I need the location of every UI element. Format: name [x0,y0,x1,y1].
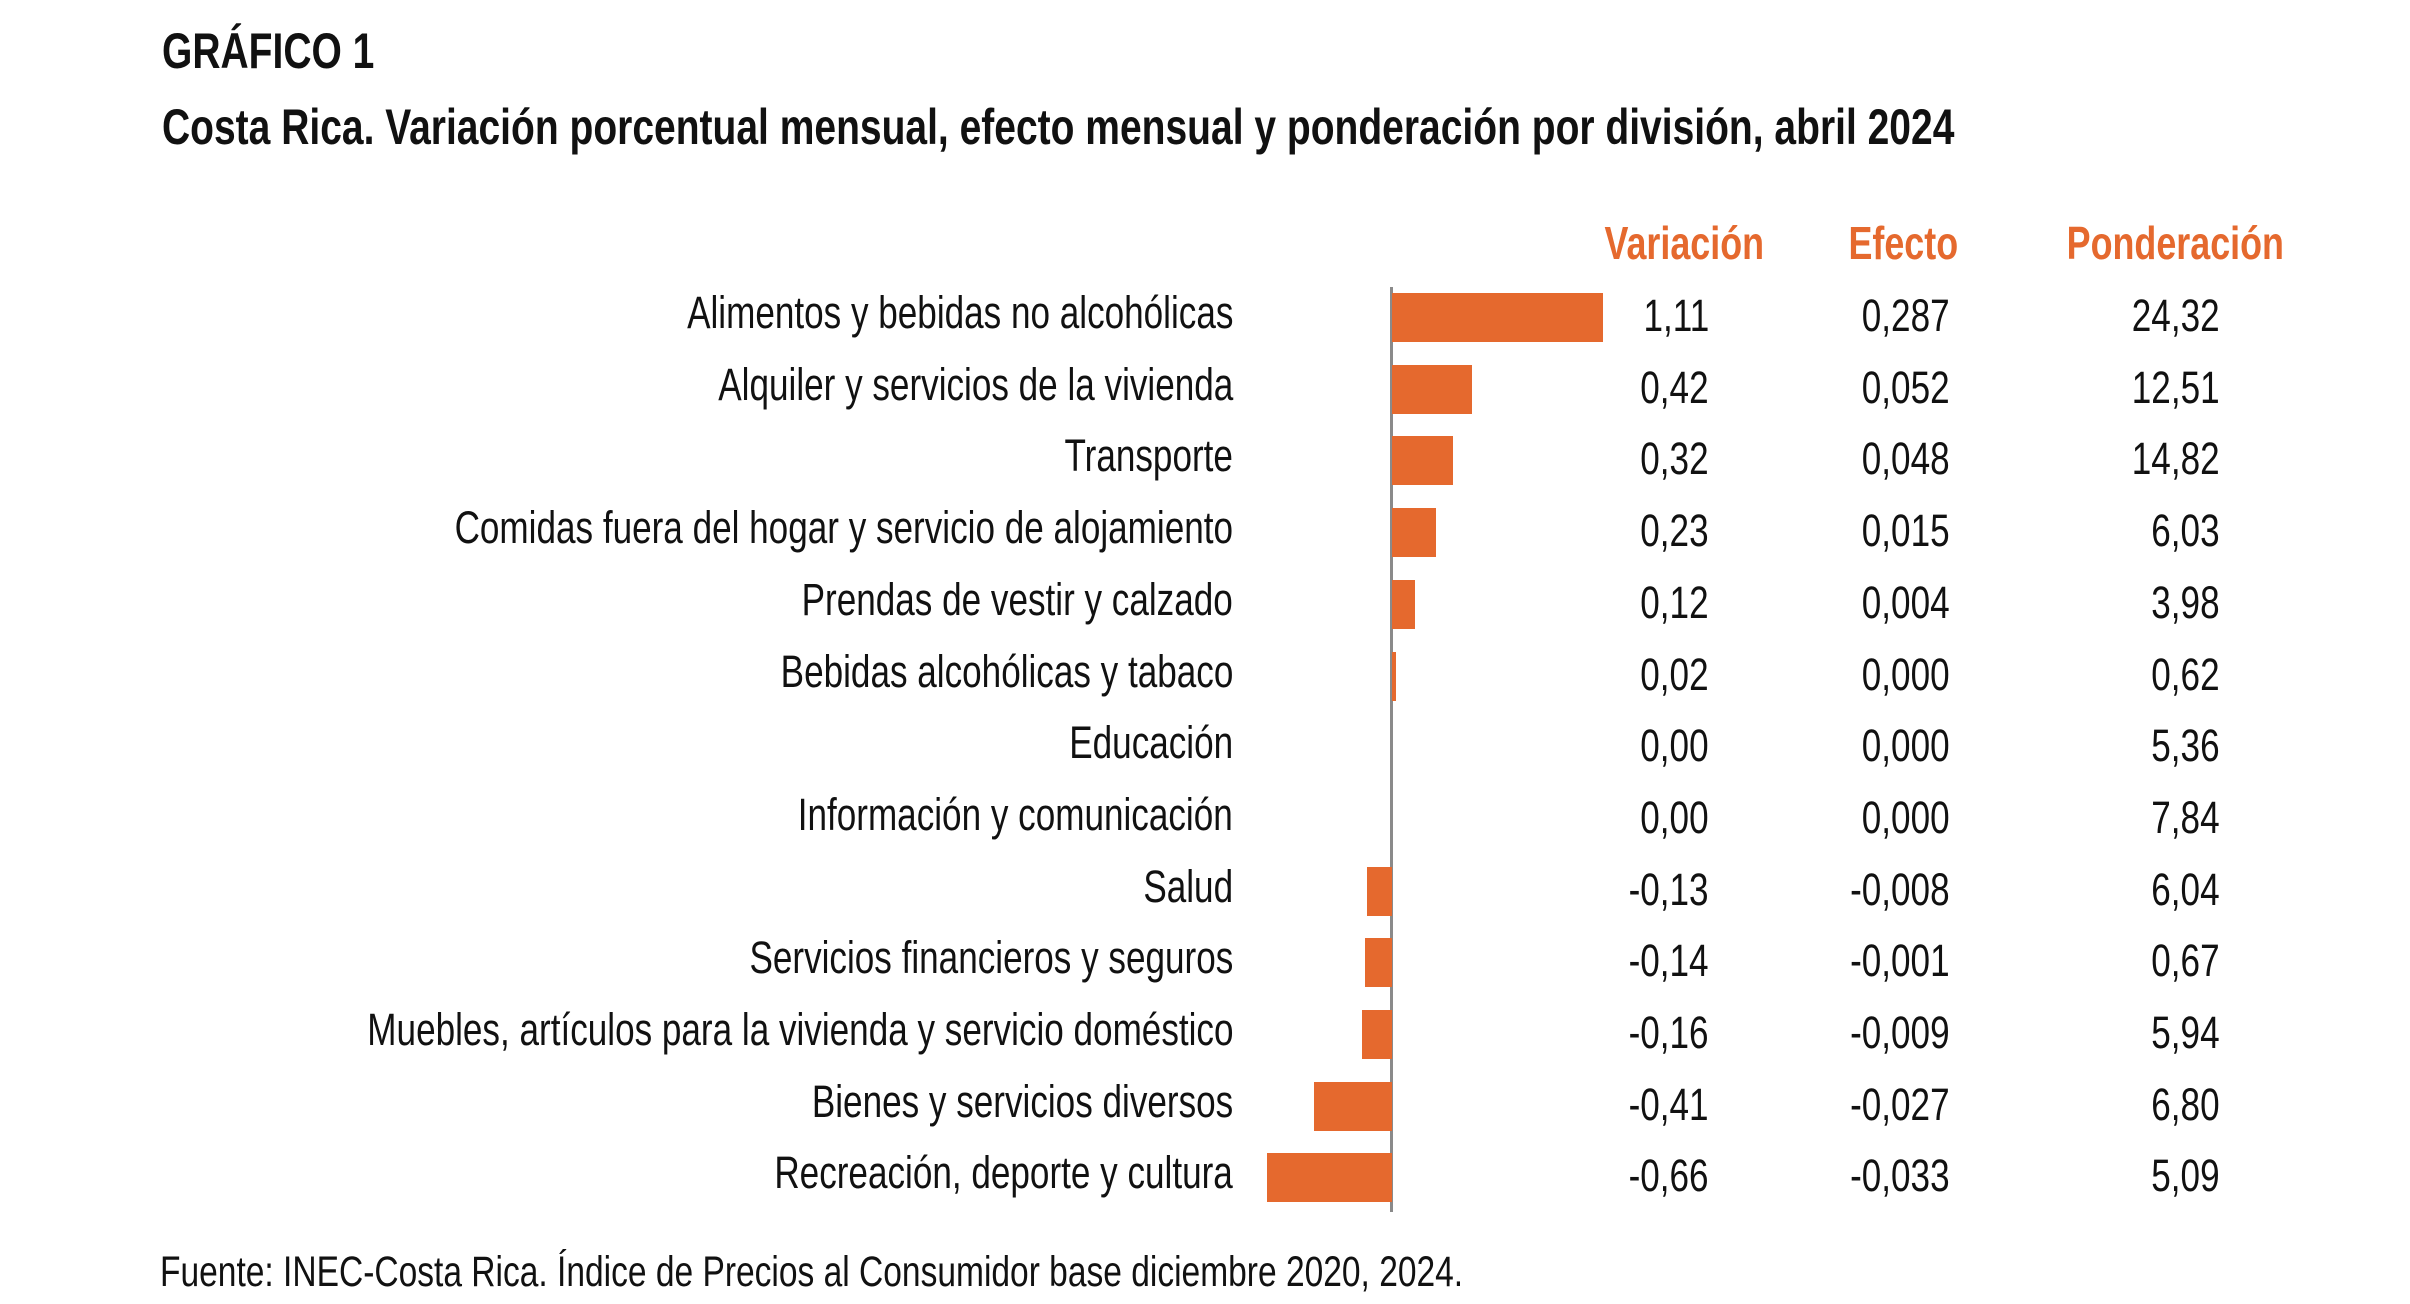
chart-title: Costa Rica. Variación porcentual mensual… [162,99,1955,155]
header-efecto: Efecto [1848,217,1958,269]
source-note: Fuente: INEC-Costa Rica. Índice de Preci… [160,1248,1464,1296]
ponderacion-value: 5,36 [2151,720,2220,772]
ponderacion-value: 5,09 [2151,1150,2220,1202]
bar [1392,579,1415,629]
category-label: Transporte [1064,430,1233,482]
variacion-value: 0,12 [1640,576,1709,628]
efecto-value: -0,033 [1850,1150,1950,1202]
variacion-value: 0,00 [1640,791,1709,843]
variacion-value: -0,41 [1628,1078,1709,1130]
category-label: Salud [1143,860,1233,912]
efecto-value: 0,015 [1862,505,1950,557]
efecto-value: -0,001 [1850,935,1950,987]
ponderacion-value: 14,82 [2132,433,2220,485]
category-label: Prendas de vestir y calzado [801,573,1233,625]
efecto-value: 0,000 [1862,648,1950,700]
category-label: Alimentos y bebidas no alcohólicas [686,287,1233,338]
bar [1392,293,1603,342]
bar [1392,508,1436,558]
bar [1266,1153,1392,1203]
ponderacion-value: 7,84 [2151,791,2220,843]
header-variacion: Variación [1604,217,1764,269]
bar [1392,651,1396,701]
ponderacion-value: 3,98 [2151,576,2220,628]
variacion-value: -0,66 [1628,1150,1709,1202]
bar [1392,436,1453,486]
category-label: Comidas fuera del hogar y servicio de al… [454,502,1233,554]
variacion-value: -0,13 [1628,863,1709,915]
ponderacion-value: 0,67 [2151,935,2220,987]
ponderacion-value: 6,80 [2151,1078,2220,1130]
zero-axis [1390,287,1393,1212]
variacion-value: 1,11 [1643,290,1709,341]
efecto-value: 0,048 [1862,433,1950,485]
ponderacion-value: 24,32 [2132,290,2220,341]
bar [1314,1081,1392,1131]
variacion-value: -0,14 [1628,935,1709,987]
variacion-value: 0,02 [1640,648,1709,700]
ponderacion-value: 5,94 [2151,1007,2220,1058]
efecto-value: -0,009 [1850,1007,1950,1058]
efecto-value: 0,287 [1862,290,1950,341]
category-label: Muebles, artículos para la vivienda y se… [366,1004,1233,1055]
bar [1361,1010,1392,1059]
chart-number: GRÁFICO 1 [162,23,375,79]
efecto-value: 0,000 [1862,720,1950,772]
efecto-value: 0,052 [1862,361,1950,413]
ponderacion-value: 0,62 [2151,648,2220,700]
variacion-value: 0,32 [1640,433,1709,485]
bar [1365,938,1392,988]
efecto-value: 0,004 [1862,576,1950,628]
variacion-value: 0,42 [1640,361,1709,413]
category-label: Alquiler y servicios de la vivienda [717,358,1233,410]
category-label: Bienes y servicios diversos [811,1075,1233,1127]
category-label: Recreación, deporte y cultura [774,1147,1233,1199]
category-label: Servicios financieros y seguros [749,932,1233,984]
bar [1367,866,1392,916]
header-ponderacion: Ponderación [2066,217,2284,269]
ponderacion-value: 12,51 [2132,361,2220,413]
ponderacion-value: 6,04 [2151,863,2220,915]
ponderacion-value: 6,03 [2151,505,2220,557]
efecto-value: -0,008 [1850,863,1950,915]
category-label: Información y comunicación [797,788,1233,840]
bar [1392,364,1472,414]
category-label: Bebidas alcohólicas y tabaco [780,645,1233,697]
efecto-value: 0,000 [1862,791,1950,843]
variacion-value: 0,23 [1640,505,1709,557]
variacion-value: -0,16 [1628,1007,1709,1058]
category-label: Educación [1069,717,1233,769]
efecto-value: -0,027 [1850,1078,1950,1130]
variacion-value: 0,00 [1640,720,1709,772]
